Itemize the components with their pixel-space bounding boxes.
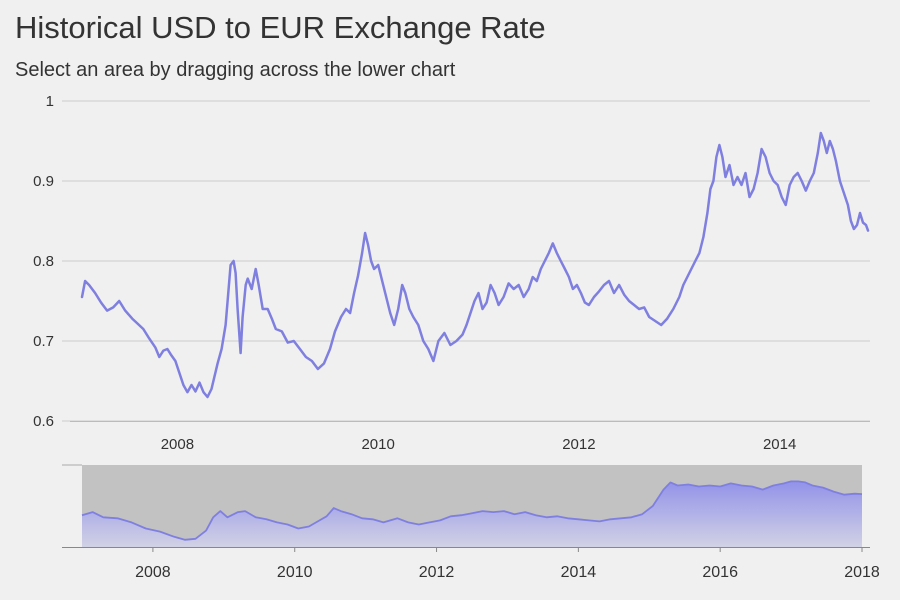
main-chart-y-axis: 1 0.9 0.8 0.7 0.6 <box>33 93 54 430</box>
navigator-x-tick-label-5: 2018 <box>844 564 880 581</box>
main-chart-series <box>80 131 870 399</box>
x-tick-label-1: 2010 <box>361 436 394 453</box>
navigator-x-tick-label-4: 2016 <box>702 564 738 581</box>
navigator-series-area-0 <box>82 481 862 547</box>
chart-subtitle: Select an area by dragging across the lo… <box>15 59 456 81</box>
y-tick-label-2: 0.8 <box>33 253 54 270</box>
main-chart-gridlines <box>62 100 870 422</box>
chart-title: Historical USD to EUR Exchange Rate <box>15 10 546 45</box>
main-series-line-0 <box>80 131 870 399</box>
x-tick-label-2: 2012 <box>562 436 595 453</box>
y-tick-label-4: 0.6 <box>33 413 54 430</box>
x-tick-label-0: 2008 <box>161 436 194 453</box>
y-tick-label-0: 1 <box>46 93 54 110</box>
navigator-x-tick-label-0: 2008 <box>135 564 171 581</box>
navigator-series-line-0 <box>81 480 863 541</box>
main-chart-x-axis: 2008 2010 2012 2014 <box>70 421 870 453</box>
navigator-x-tick-label-2: 2012 <box>419 564 455 581</box>
y-tick-label-1: 0.9 <box>33 173 54 190</box>
navigator-chart[interactable]: 2008 2010 2012 2014 2016 2018 <box>62 464 880 581</box>
x-tick-label-3: 2014 <box>763 436 796 453</box>
y-tick-label-3: 0.7 <box>33 333 54 350</box>
navigator-x-tick-label-3: 2014 <box>561 564 597 581</box>
navigator-x-tick-label-1: 2010 <box>277 564 313 581</box>
